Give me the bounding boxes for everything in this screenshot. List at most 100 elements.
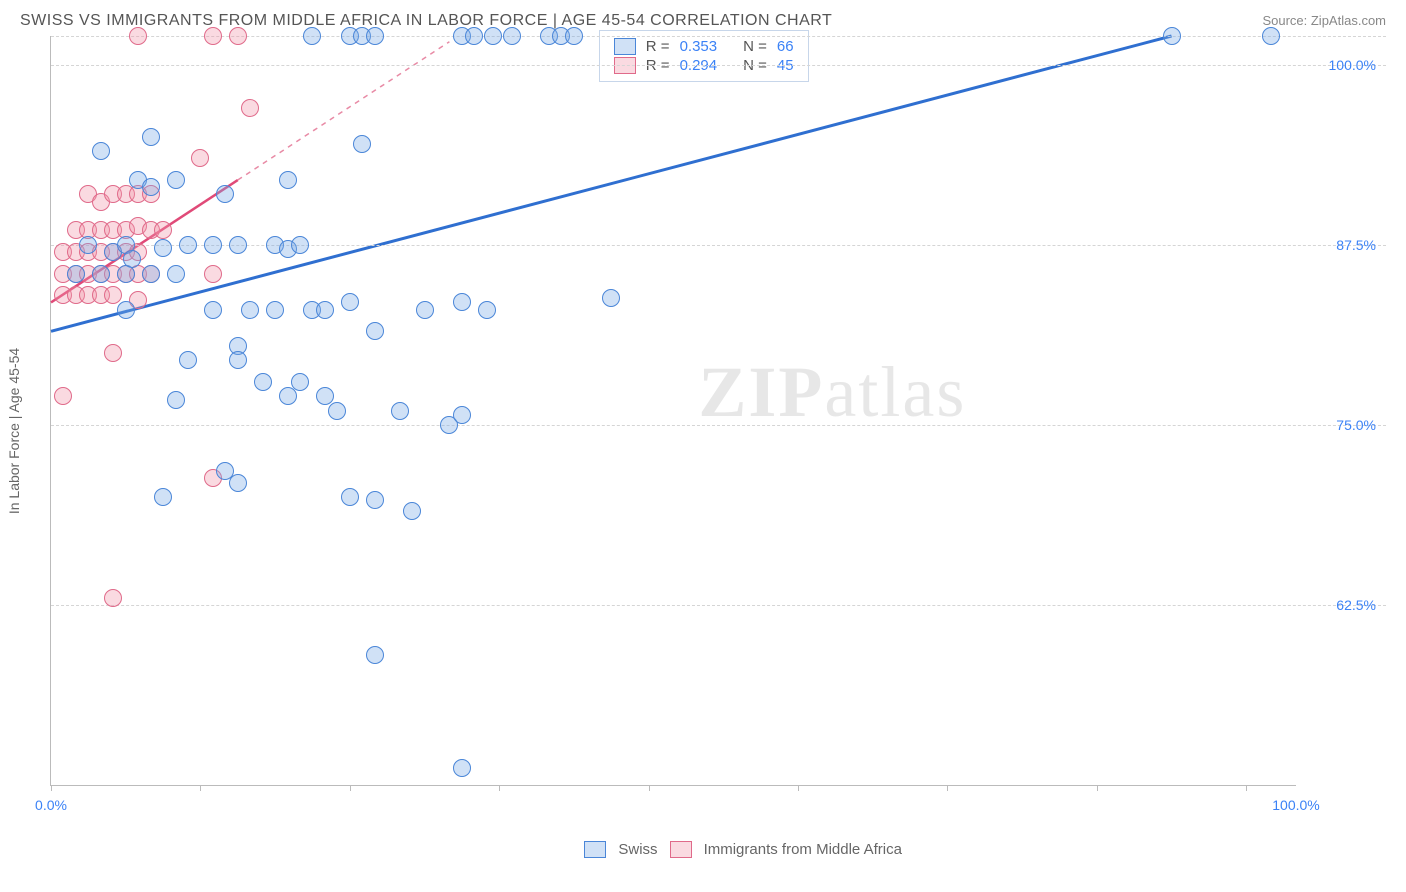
chart-area: In Labor Force | Age 45-54 ZIPatlas R =0… xyxy=(50,36,1386,826)
plot-region: ZIPatlas R =0.353N =66R =0.294N =45 62.5… xyxy=(50,36,1296,786)
x-tick xyxy=(649,785,650,791)
data-point xyxy=(328,402,346,420)
data-point xyxy=(167,171,185,189)
data-point xyxy=(565,27,583,45)
data-point xyxy=(366,491,384,509)
data-point xyxy=(117,301,135,319)
data-point xyxy=(191,149,209,167)
data-point xyxy=(167,265,185,283)
data-point xyxy=(503,27,521,45)
data-point xyxy=(316,301,334,319)
stats-row: R = 0.353 N = 66 xyxy=(614,37,794,56)
data-point xyxy=(204,301,222,319)
data-point xyxy=(341,293,359,311)
x-tick xyxy=(350,785,351,791)
data-point xyxy=(453,406,471,424)
data-point xyxy=(391,402,409,420)
data-point xyxy=(167,391,185,409)
x-tick xyxy=(499,785,500,791)
data-point xyxy=(216,185,234,203)
data-point xyxy=(602,289,620,307)
data-point xyxy=(453,759,471,777)
data-point xyxy=(341,488,359,506)
data-point xyxy=(129,27,147,45)
data-point xyxy=(366,27,384,45)
data-point xyxy=(353,135,371,153)
data-point xyxy=(154,221,172,239)
n-label: N = xyxy=(743,38,767,55)
data-point xyxy=(92,265,110,283)
data-point xyxy=(303,27,321,45)
x-tick-label: 0.0% xyxy=(35,797,67,813)
data-point xyxy=(229,236,247,254)
y-axis-title: In Labor Force | Age 45-54 xyxy=(6,348,22,514)
r-label: R = xyxy=(646,38,670,55)
gridline xyxy=(51,36,1386,37)
data-point xyxy=(478,301,496,319)
gridline xyxy=(51,65,1386,66)
y-tick-label: 62.5% xyxy=(1306,597,1376,613)
data-point xyxy=(104,344,122,362)
data-point xyxy=(142,128,160,146)
gridline xyxy=(51,245,1386,246)
legend-label: Swiss xyxy=(618,841,657,858)
gridline xyxy=(51,425,1386,426)
data-point xyxy=(229,27,247,45)
data-point xyxy=(484,27,502,45)
r-value: 0.353 xyxy=(680,38,718,55)
legend: Swiss Immigrants from Middle Africa xyxy=(584,841,902,858)
watermark: ZIPatlas xyxy=(698,351,966,434)
y-tick-label: 87.5% xyxy=(1306,237,1376,253)
data-point xyxy=(366,646,384,664)
x-tick xyxy=(947,785,948,791)
legend-swatch xyxy=(670,841,692,858)
x-tick-label: 100.0% xyxy=(1272,797,1319,813)
data-point xyxy=(92,142,110,160)
legend-swatch xyxy=(584,841,606,858)
data-point xyxy=(179,236,197,254)
data-point xyxy=(142,178,160,196)
n-value: 66 xyxy=(777,38,794,55)
data-point xyxy=(1163,27,1181,45)
data-point xyxy=(204,265,222,283)
data-point xyxy=(142,265,160,283)
data-point xyxy=(266,301,284,319)
data-point xyxy=(204,27,222,45)
data-point xyxy=(254,373,272,391)
data-point xyxy=(279,387,297,405)
data-point xyxy=(67,265,85,283)
y-tick-label: 75.0% xyxy=(1306,417,1376,433)
legend-label: Immigrants from Middle Africa xyxy=(704,841,902,858)
data-point xyxy=(416,301,434,319)
data-point xyxy=(154,488,172,506)
data-point xyxy=(79,236,97,254)
data-point xyxy=(241,301,259,319)
x-tick xyxy=(51,785,52,791)
data-point xyxy=(403,502,421,520)
data-point xyxy=(1262,27,1280,45)
x-tick xyxy=(798,785,799,791)
x-tick xyxy=(200,785,201,791)
data-point xyxy=(229,351,247,369)
data-point xyxy=(154,239,172,257)
data-point xyxy=(179,351,197,369)
gridline xyxy=(51,605,1386,606)
data-point xyxy=(291,236,309,254)
data-point xyxy=(453,293,471,311)
data-point xyxy=(204,236,222,254)
data-point xyxy=(123,250,141,268)
y-tick-label: 100.0% xyxy=(1306,57,1376,73)
data-point xyxy=(241,99,259,117)
trend-lines xyxy=(51,36,1296,785)
x-tick xyxy=(1246,785,1247,791)
data-point xyxy=(366,322,384,340)
data-point xyxy=(465,27,483,45)
data-point xyxy=(104,589,122,607)
source-label: Source: ZipAtlas.com xyxy=(1262,13,1386,28)
x-tick xyxy=(1097,785,1098,791)
data-point xyxy=(279,171,297,189)
data-point xyxy=(54,387,72,405)
data-point xyxy=(291,373,309,391)
stats-box: R =0.353N =66R =0.294N =45 xyxy=(599,30,809,82)
legend-swatch xyxy=(614,38,636,55)
